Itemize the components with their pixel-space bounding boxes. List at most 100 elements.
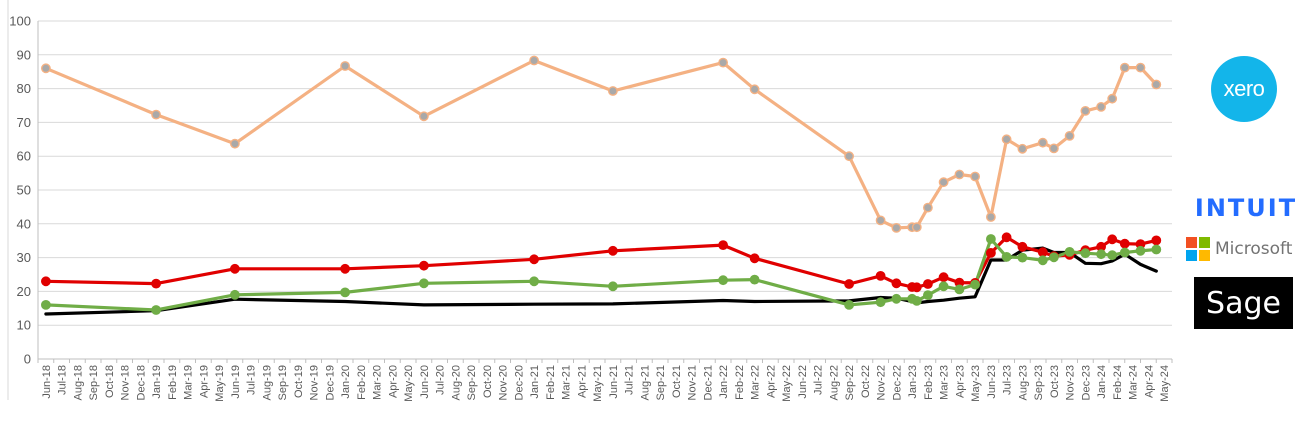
data-point: [1135, 245, 1146, 256]
data-point: [986, 234, 996, 244]
y-tick-label: 80: [17, 81, 31, 96]
y-tick-label: 30: [17, 250, 31, 265]
x-tick-label: Jun-19: [230, 365, 242, 399]
x-tick-label: May-21: [592, 365, 604, 402]
y-tick-label: 40: [17, 216, 31, 231]
x-tick-label: Nov-18: [120, 365, 132, 400]
x-tick-label: Aug-21: [639, 365, 651, 400]
data-point: [608, 245, 618, 256]
data-point: [970, 171, 980, 182]
data-point: [1119, 238, 1130, 249]
x-tick-label: Feb-21: [545, 365, 557, 400]
data-point: [923, 290, 933, 300]
x-tick-label: Aug-19: [261, 365, 273, 400]
data-point: [608, 281, 618, 292]
x-tick-label: Jan-22: [718, 365, 730, 399]
y-tick-label: 70: [17, 115, 31, 130]
x-tick-label: Aug-23: [1017, 365, 1029, 400]
data-point: [986, 247, 996, 258]
x-tick-label: Jun-20: [419, 365, 431, 399]
data-point: [529, 276, 539, 287]
y-tick-label: 0: [24, 352, 31, 367]
data-point: [1001, 251, 1012, 262]
data-point: [229, 289, 240, 300]
x-tick-label: Oct-18: [104, 365, 116, 398]
x-tick-label: Jul-18: [57, 365, 69, 395]
data-point: [41, 299, 51, 310]
data-point: [1001, 134, 1012, 145]
data-point: [1096, 102, 1107, 112]
x-tick-label: Sep-19: [277, 365, 289, 400]
microsoft-squares-icon: [1186, 237, 1210, 261]
x-tick-label: Dec-19: [324, 365, 336, 400]
x-tick-label: May-22: [781, 365, 793, 402]
data-point: [229, 138, 240, 149]
data-point: [938, 177, 949, 188]
y-tick-label: 20: [17, 284, 31, 299]
data-point: [749, 84, 760, 95]
x-tick-label: Aug-22: [828, 365, 840, 400]
x-tick-label: Jul-22: [813, 365, 825, 395]
sage-logo: Sage: [1194, 277, 1293, 329]
data-point: [1001, 232, 1012, 243]
x-tick-label: Sep-23: [1033, 365, 1045, 400]
x-tick-label: Jan-20: [340, 365, 352, 399]
gridlines: [38, 20, 1172, 326]
x-tick-label: Feb-24: [1112, 365, 1124, 400]
x-tick-label: Oct-21: [671, 365, 683, 398]
data-point: [41, 276, 51, 287]
x-tick-label: Apr-21: [576, 365, 588, 398]
y-tick-label: 90: [17, 47, 31, 62]
x-tick-label: Mar-21: [561, 365, 573, 400]
data-point: [1037, 137, 1048, 148]
data-point: [529, 254, 539, 265]
x-tick-label: Sep-18: [88, 365, 100, 400]
data-point: [1049, 143, 1059, 154]
data-point: [718, 275, 728, 286]
y-tick-labels: 0 10 20 30 40 50 60 70 80 90 100: [9, 14, 31, 367]
x-tick-label: Mar-19: [183, 365, 195, 400]
data-point: [1037, 247, 1048, 258]
data-point: [923, 279, 933, 289]
x-tick-label: Apr-24: [1143, 365, 1155, 398]
x-tick-label: Dec-22: [891, 365, 903, 400]
data-point: [718, 57, 728, 68]
x-tick-label: Jan-21: [529, 365, 541, 399]
data-point: [911, 282, 922, 293]
xero-logo-text: xero: [1223, 76, 1265, 101]
x-tick-label: May-19: [214, 365, 226, 402]
data-point: [1135, 62, 1146, 73]
data-point: [891, 293, 902, 304]
x-tick-label: Nov-23: [1065, 365, 1077, 400]
microsoft-logo-text: Microsoft: [1215, 239, 1293, 259]
series-line: [44, 246, 1158, 316]
data-point: [1017, 252, 1028, 263]
data-point: [151, 278, 162, 289]
x-tick-label: Jun-22: [797, 365, 809, 399]
data-point: [749, 274, 760, 285]
data-point: [1064, 130, 1075, 141]
x-tick-label: May-24: [1159, 365, 1171, 402]
intuit-logo-text: INTUIT: [1194, 194, 1298, 222]
x-tick-label: Oct-23: [1049, 365, 1061, 398]
xero-logo: xero: [1211, 56, 1277, 122]
x-tick-label: Sep-22: [844, 365, 856, 400]
x-tick-label: Dec-23: [1080, 365, 1092, 400]
y-tick-label: 100: [9, 14, 31, 29]
x-tick-labels: Jun-18 Jul-18 Aug-18 Sep-18 Oct-18 Nov-18 Dec-…: [41, 365, 1171, 402]
data-point: [891, 222, 902, 233]
data-point: [1096, 249, 1107, 260]
data-point: [911, 295, 922, 306]
data-point: [923, 202, 933, 213]
data-point: [986, 212, 996, 222]
microsoft-logo: Microsoft: [1186, 235, 1308, 263]
data-point: [41, 63, 51, 74]
axes: [7, 0, 1173, 400]
x-tick-label: Jan-19: [151, 365, 163, 399]
x-tick-label: Nov-19: [309, 365, 321, 400]
data-point: [875, 215, 886, 226]
x-tick-label: Jun-18: [41, 365, 53, 399]
data-point: [938, 281, 949, 292]
data-point: [340, 263, 350, 274]
